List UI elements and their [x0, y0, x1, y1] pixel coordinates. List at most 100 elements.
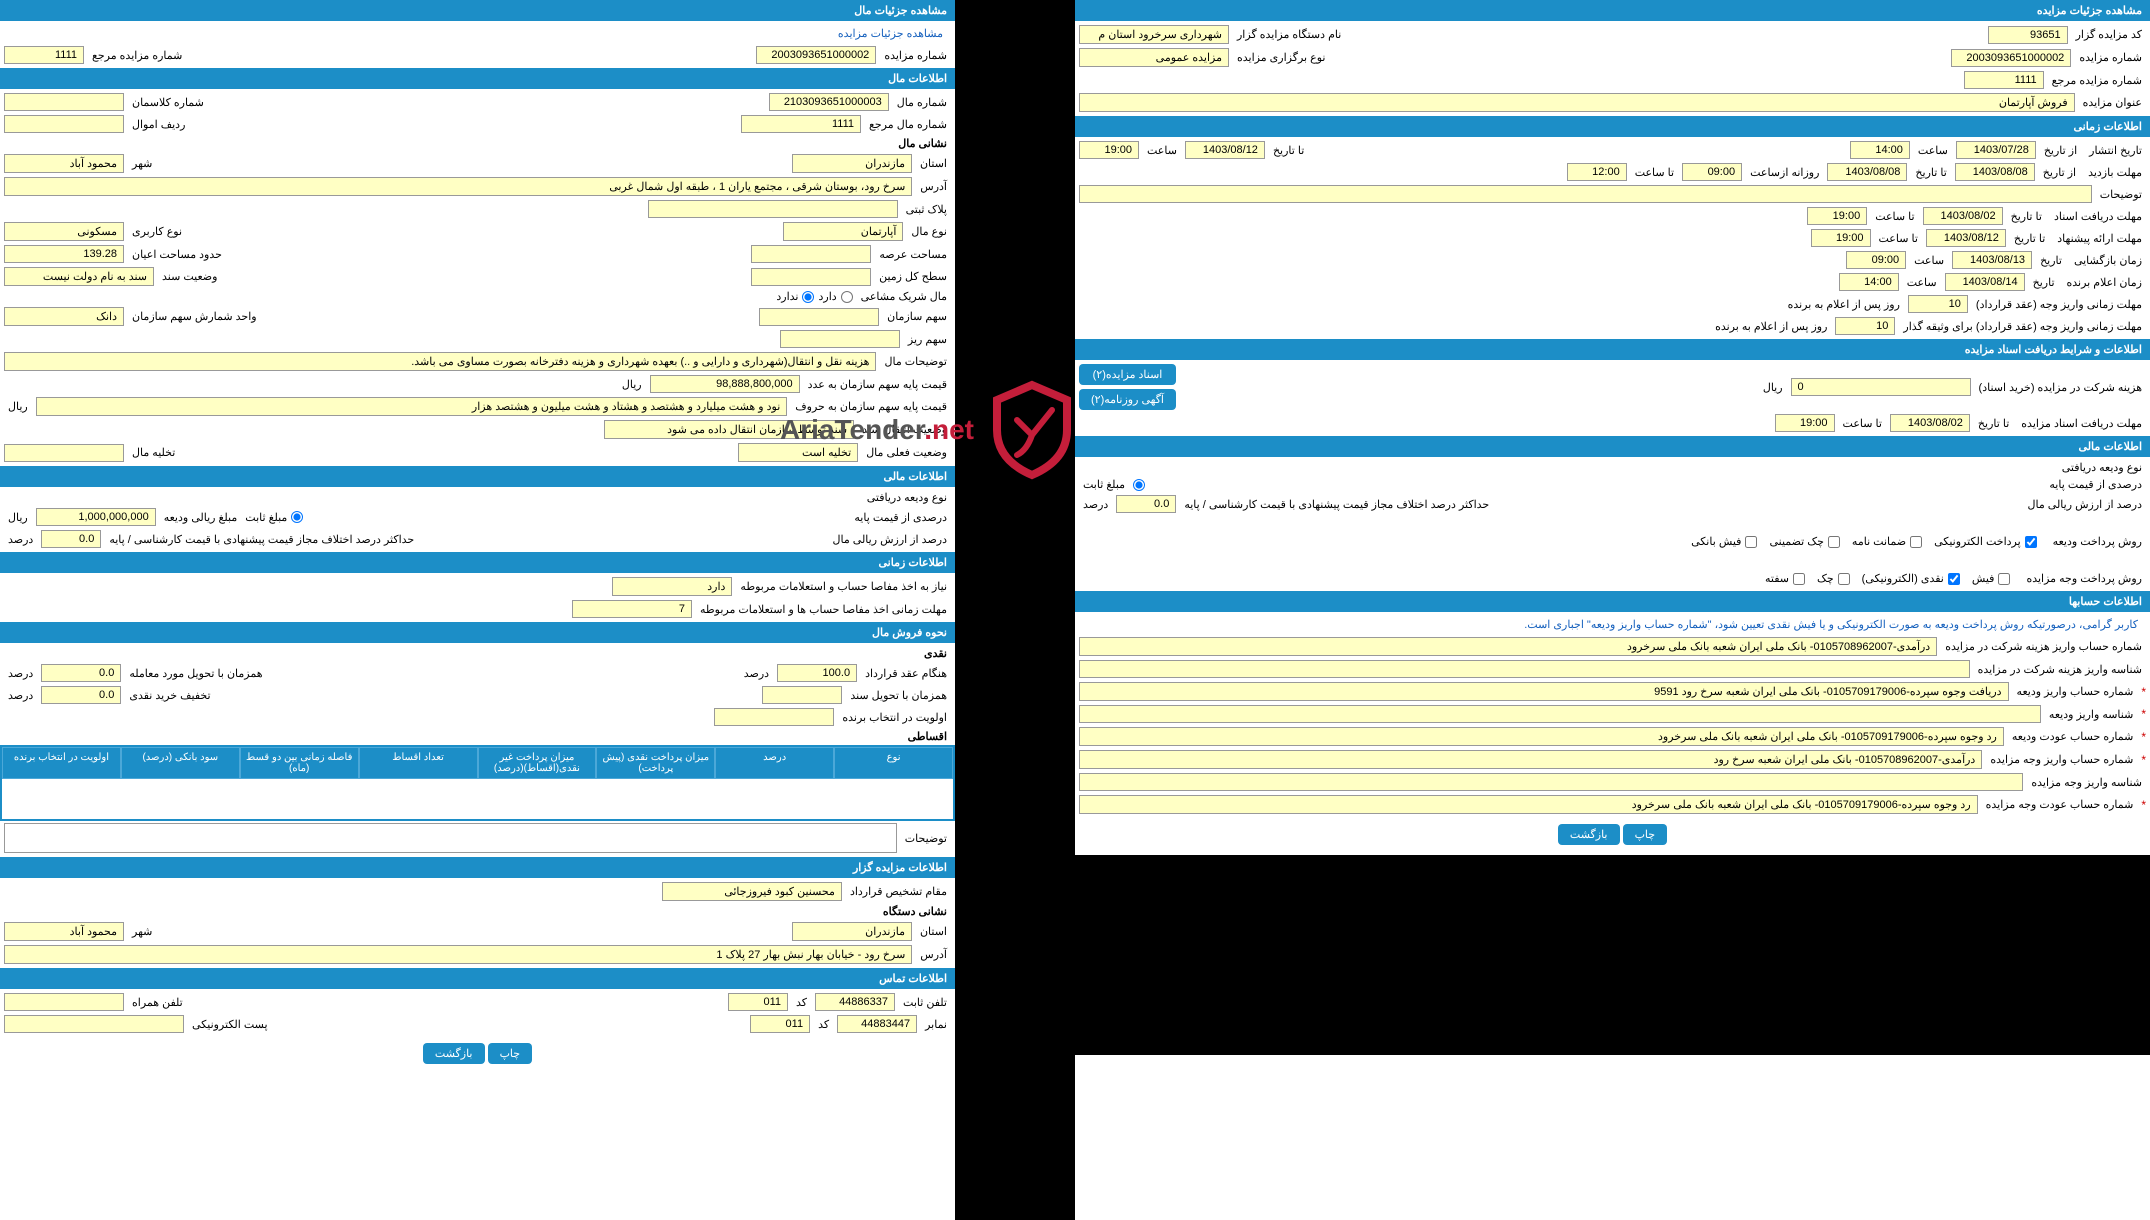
check-chek2[interactable]: چک: [1817, 572, 1850, 585]
label-vadie2: نوع ودیعه دریافتی: [863, 491, 951, 504]
label-takhfif: تخفیف خرید نقدی: [125, 689, 214, 702]
th-naghdi: میزان پرداخت نقدی (پیش پرداخت): [596, 747, 715, 779]
label-shahr: شهر: [128, 157, 156, 170]
field-daryaft-ta: 1403/08/02: [1923, 207, 2003, 225]
label-mohlat1: مهلت زمانی واریز وجه (عقد قرارداد): [1972, 298, 2146, 311]
btn-chap-left[interactable]: چاپ: [488, 1043, 533, 1064]
label-takhlie: تخلیه مال: [128, 446, 179, 459]
check-safte[interactable]: سفته: [1765, 572, 1805, 585]
field-kod: 93651: [1988, 26, 2068, 44]
label-acc6: شماره حساب واریز وجه مزایده: [1986, 753, 2137, 766]
radio-darad[interactable]: دارد: [818, 290, 852, 303]
label-hamzaman1: همزمان با تحویل مورد معامله: [125, 667, 266, 680]
label-daryaft: مهلت دریافت اسناد: [2050, 210, 2146, 223]
field-fax: 44883447: [837, 1015, 917, 1033]
field-daryaft-saat: 19:00: [1807, 207, 1867, 225]
field-bazdid-az: 1403/08/08: [1955, 163, 2035, 181]
field-bazdid-ta: 1403/08/08: [1827, 163, 1907, 181]
field-acc8: رد وجوه سپرده-0105709179006- بانک ملی ای…: [1079, 795, 1978, 814]
section-header-mal: مشاهده جزئیات مال: [0, 0, 955, 21]
field-hazine: 0: [1791, 378, 1971, 396]
check-naghdi[interactable]: نقدی (الکترونیکی): [1862, 572, 1960, 585]
label-mal-marja: شماره مال مرجع: [865, 118, 951, 131]
field-zamin: [751, 268, 871, 286]
th-gheyrnaghdi: میزان پرداخت غیر نقدی(اقساط)(درصد): [478, 747, 597, 779]
field-mohlat-asnad-saat: 19:00: [1775, 414, 1835, 432]
label-magham: مقام تشخیص قرارداد: [846, 885, 951, 898]
label-noe: نوع برگزاری مزایده: [1233, 51, 1329, 64]
field-adres2: سرخ رود - خیابان بهار نبش بهار 27 پلاک 1: [4, 945, 912, 964]
section-header-gozar: اطلاعات مزایده گزار: [0, 857, 955, 878]
check-zemanat[interactable]: ضمانت نامه: [1852, 535, 1922, 548]
field-enteshar-ta: 1403/08/12: [1185, 141, 1265, 159]
logo-text: AriaTender.net: [780, 414, 974, 446]
label-az: از تاریخ: [2040, 144, 2081, 157]
field-pelak: [648, 200, 898, 218]
check-electronic[interactable]: پرداخت الکترونیکی: [1934, 535, 2037, 548]
field-sahm: [759, 308, 879, 326]
field-hangam: 100.0: [777, 664, 857, 682]
field-ekhtelaf: 0.0: [1116, 495, 1176, 513]
label-tozih: توضیحات: [2096, 188, 2146, 201]
section-header-asnad: اطلاعات و شرایط دریافت اسناد مزایده: [1075, 339, 2150, 360]
check-fish2[interactable]: فیش: [1972, 572, 2011, 585]
label-gheymat: درصدی از قیمت پایه: [2045, 478, 2146, 491]
field-acc5: رد وجوه سپرده-0105709179006- بانک ملی ای…: [1079, 727, 2004, 746]
label-radif: ردیف اموال: [128, 118, 189, 131]
label-mohlat-mofasa: مهلت زمانی اخذ مفاصا حساب ها و استعلامات…: [696, 603, 951, 616]
field-bazgoshaee: 1403/08/13: [1952, 251, 2032, 269]
btn-bazgasht-right[interactable]: بازگشت: [1558, 824, 1620, 845]
label-adres2: آدرس: [916, 948, 951, 961]
field-masahat: [751, 245, 871, 263]
radio-nadarad[interactable]: ندارد: [776, 290, 814, 303]
field-kod2: 011: [750, 1015, 810, 1033]
check-chek[interactable]: چک تضمینی: [1769, 535, 1839, 548]
field-acc2: [1079, 660, 1970, 678]
field-radif: [4, 115, 124, 133]
sub-neshani: نشانی مال: [0, 135, 955, 152]
field-bazgoshaee-saat: 09:00: [1846, 251, 1906, 269]
th-sood: سود بانکی (درصد): [121, 747, 240, 779]
field-ostan: مازندران: [792, 154, 912, 173]
label-sahm-riz: سهم ریز: [904, 333, 951, 346]
label-niaz: نیاز به اخذ مفاصا حساب و استعلامات مربوط…: [736, 580, 951, 593]
field-hamzaman2: [762, 686, 842, 704]
field-mohlat-asnad: 1403/08/02: [1890, 414, 1970, 432]
check-fish[interactable]: فیش بانکی: [1691, 535, 1757, 548]
btn-bazgasht-left[interactable]: بازگشت: [423, 1043, 485, 1064]
field-shomare: 2003093651000002: [1951, 49, 2071, 67]
link-mozayede[interactable]: مشاهده جزئیات مزایده: [830, 25, 951, 42]
label-hamzaman2: همزمان با تحویل سند: [846, 689, 951, 702]
section-header-tamas: اطلاعات تماس: [0, 968, 955, 989]
field-onvan: فروش آپارتمان: [1079, 93, 2075, 112]
field-niaz: دارد: [612, 577, 732, 596]
label-bazgoshaee: زمان بازگشایی: [2070, 254, 2146, 267]
label-dastgah: نام دستگاه مزایده گزار: [1233, 28, 1345, 41]
btn-chap-right[interactable]: چاپ: [1623, 824, 1668, 845]
field-ostan2: مازندران: [792, 922, 912, 941]
btn-roznameh[interactable]: آگهی روزنامه(۲): [1079, 389, 1176, 410]
field-klaseman: [4, 93, 124, 111]
label-hangam: هنگام عقد قرارداد: [861, 667, 951, 680]
field-magham: محسنین کبود فیروزجائی: [662, 882, 842, 901]
label-vadie: نوع ودیعه دریافتی: [2058, 461, 2146, 474]
label-elam: زمان اعلام برنده: [2063, 276, 2146, 289]
label-mohlat2: مهلت زمانی واریز وجه (عقد قرارداد) برای …: [1899, 320, 2146, 333]
btn-asnad[interactable]: اسناد مزایده(۲): [1079, 364, 1176, 385]
field-ekhtelaf2: 0.0: [41, 530, 101, 548]
label-tozihat: توضیحات مال: [880, 355, 951, 368]
th-olaviat: اولویت در انتخاب برنده: [2, 747, 121, 779]
field-takhfif: 0.0: [41, 686, 121, 704]
field-mohlat2: 10: [1835, 317, 1895, 335]
star-icon: *: [2141, 730, 2146, 744]
field-saat2: 19:00: [1079, 141, 1139, 159]
label-email: پست الکترونیکی: [188, 1018, 272, 1031]
field-rozane-az: 09:00: [1682, 163, 1742, 181]
radio-mablagh[interactable]: مبلغ ثابت: [245, 511, 303, 524]
label-onvan: عنوان مزایده: [2079, 96, 2146, 109]
th-fasele: فاصله زمانی بین دو قسط (ماه): [240, 747, 359, 779]
radio-mablagh-sabet[interactable]: مبلغ ثابت: [1079, 478, 1145, 491]
field-gheymat-horoof: نود و هشت میلیارد و هشتصد و هشتاد و هشت …: [36, 397, 788, 416]
label-pelak: پلاک ثبتی: [902, 203, 951, 216]
field-acc3: دریافت وجوه سپرده-0105709179006- بانک مل…: [1079, 682, 2009, 701]
